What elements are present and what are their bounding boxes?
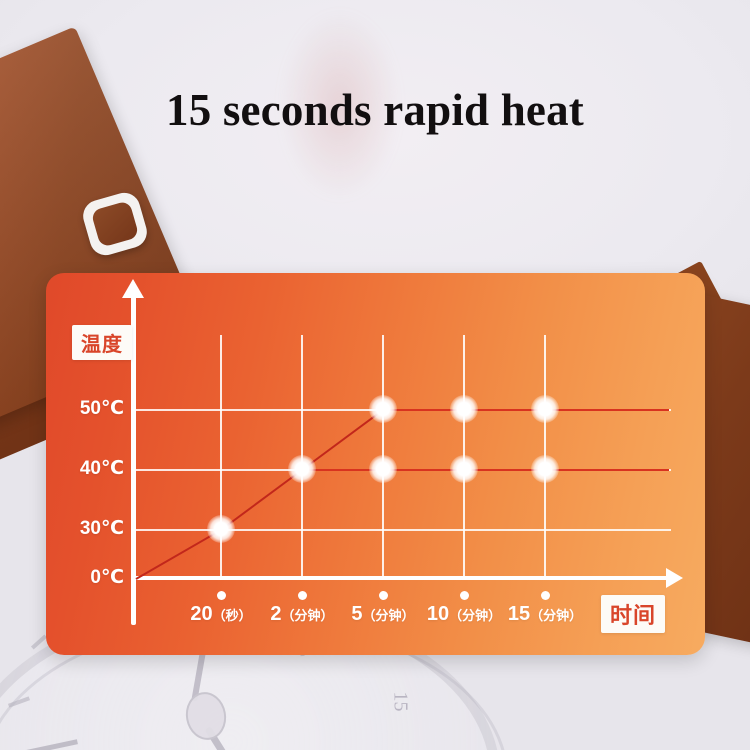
data-point-marker bbox=[450, 395, 478, 423]
x-tick-label: 2（分钟） bbox=[270, 603, 333, 626]
x-tick-label: 10（分钟） bbox=[427, 603, 501, 626]
x-tick-label: 20（秒） bbox=[190, 603, 251, 626]
y-tick-label: 30℃ bbox=[79, 518, 124, 539]
horizontal-gridline bbox=[134, 529, 671, 531]
data-point-marker bbox=[288, 455, 316, 483]
y-axis-line bbox=[131, 293, 136, 625]
data-point-marker bbox=[369, 455, 397, 483]
y-axis-title-chip: 温度 bbox=[72, 325, 132, 360]
x-tick-dot bbox=[297, 591, 307, 600]
vertical-gridline bbox=[220, 335, 222, 578]
x-axis-line bbox=[131, 576, 671, 580]
x-axis-title-chip: 时间 bbox=[601, 595, 666, 633]
data-point-marker bbox=[531, 455, 559, 483]
chart-plot-area: 温度 时间 50℃ 40℃ 30℃ 0℃ 20（秒） 2（分钟） 5（分钟） 10（分钟） 1… bbox=[46, 273, 705, 655]
x-tick-value: 2 bbox=[270, 603, 282, 625]
series-hold-line-40 bbox=[302, 469, 669, 471]
x-tick-unit: （分钟） bbox=[530, 608, 583, 623]
y-tick-label: 0℃ bbox=[90, 567, 124, 588]
y-tick-label: 50℃ bbox=[79, 398, 124, 419]
x-tick-dot bbox=[216, 591, 226, 600]
x-tick-label: 15（分钟） bbox=[508, 603, 582, 626]
temperature-chart-card: 温度 时间 50℃ 40℃ 30℃ 0℃ 20（秒） 2（分钟） 5（分钟） 10（分钟） 1… bbox=[46, 273, 705, 655]
x-tick-dot bbox=[540, 591, 550, 600]
page-title: 15 seconds rapid heat bbox=[166, 85, 584, 135]
x-tick-unit: （分钟） bbox=[362, 608, 415, 623]
data-point-marker bbox=[369, 395, 397, 423]
x-tick-value: 5 bbox=[351, 603, 363, 625]
data-point-marker bbox=[531, 395, 559, 423]
x-tick-value: 15 bbox=[507, 603, 531, 625]
background-smudge bbox=[280, 10, 400, 200]
x-tick-value: 20 bbox=[190, 603, 213, 625]
data-point-marker bbox=[450, 455, 478, 483]
x-tick-dot bbox=[459, 591, 469, 600]
data-point-marker bbox=[207, 515, 235, 543]
x-tick-unit: （分钟） bbox=[281, 608, 334, 623]
x-tick-label: 5（分钟） bbox=[351, 603, 414, 626]
x-axis-arrow-icon bbox=[666, 568, 683, 588]
x-tick-unit: （秒） bbox=[212, 608, 252, 623]
series-hold-line-50 bbox=[383, 409, 669, 411]
x-tick-value: 10 bbox=[426, 603, 450, 625]
y-axis-arrow-icon bbox=[122, 279, 144, 298]
x-tick-unit: （分钟） bbox=[449, 608, 502, 623]
x-tick-dot bbox=[378, 591, 388, 600]
y-tick-label: 40℃ bbox=[79, 458, 124, 479]
clock-numeral-15: 15 bbox=[389, 691, 412, 712]
